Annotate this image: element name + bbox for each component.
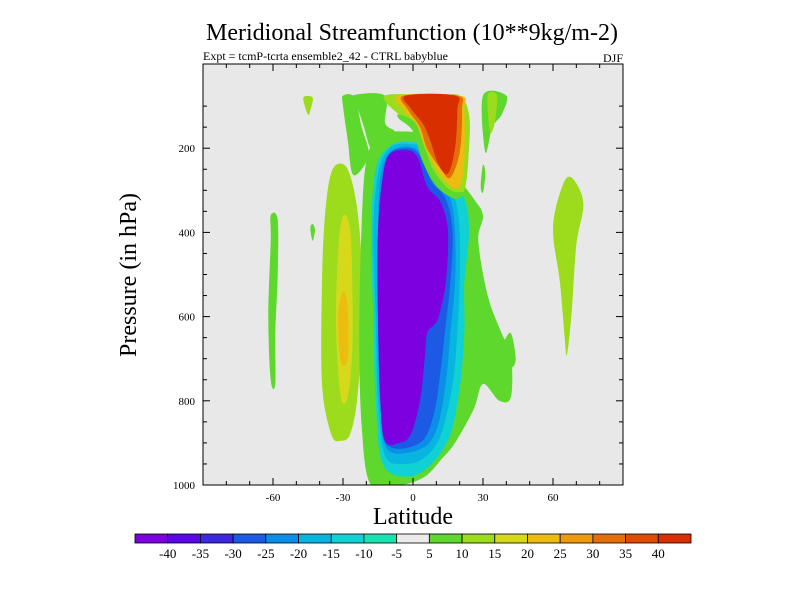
contour-region bbox=[377, 150, 449, 445]
x-axis-label: Latitude bbox=[373, 504, 453, 530]
colorbar-swatch bbox=[363, 533, 398, 544]
contour-region bbox=[338, 291, 349, 366]
y-tick-label: 400 bbox=[179, 227, 196, 239]
x-tick-labels: -60 -30 0 30 60 bbox=[266, 492, 559, 504]
colorbar-swatch bbox=[200, 533, 234, 544]
colorbar-swatch bbox=[167, 533, 201, 544]
contour-region bbox=[552, 176, 584, 356]
contour-fields bbox=[268, 90, 584, 485]
colorbar-label: 5 bbox=[426, 546, 433, 561]
chart-title: Meridional Streamfunction (10**9kg/m-2) bbox=[206, 20, 618, 46]
y-tick-label: 600 bbox=[179, 312, 196, 324]
colorbar-label: -15 bbox=[323, 546, 340, 561]
colorbar-label: 10 bbox=[456, 546, 469, 561]
colorbar-label: -10 bbox=[355, 546, 372, 561]
colorbar-swatch bbox=[134, 533, 169, 544]
colorbar-label: 35 bbox=[619, 546, 632, 561]
colorbar-swatch bbox=[461, 533, 496, 544]
chart-subtitle: Expt = tcmP-tcrta ensemble2_42 - CTRL ba… bbox=[203, 49, 448, 63]
contour-region bbox=[268, 212, 279, 390]
colorbar-label: -5 bbox=[391, 546, 402, 561]
x-tick-label: -30 bbox=[336, 492, 351, 504]
plot-area: -60 -30 0 30 60 200 400 600 800 1000 bbox=[173, 63, 624, 504]
y-tick-label: 1000 bbox=[173, 480, 196, 492]
colorbar-label: 25 bbox=[554, 546, 567, 561]
x-tick-label: -60 bbox=[266, 492, 281, 504]
axis-ticks bbox=[203, 64, 623, 486]
season-label: DJF bbox=[603, 51, 623, 65]
colorbar-swatch bbox=[494, 533, 528, 544]
contour-region bbox=[350, 93, 395, 149]
colorbar-label: 20 bbox=[521, 546, 534, 561]
colorbar-swatch bbox=[298, 533, 332, 544]
y-tick-labels: 200 400 600 800 1000 bbox=[173, 143, 196, 492]
contour-region bbox=[303, 95, 313, 116]
colorbar-label: -40 bbox=[159, 546, 176, 561]
contour-region bbox=[403, 93, 460, 175]
contour-region bbox=[310, 223, 315, 241]
x-tick-label: 30 bbox=[478, 492, 490, 504]
colorbar-swatch bbox=[625, 533, 659, 544]
colorbar-swatch bbox=[527, 533, 561, 544]
x-tick-label: 60 bbox=[548, 492, 560, 504]
y-axis-label: Pressure (in hPa) bbox=[116, 193, 142, 357]
colorbar-label: -35 bbox=[192, 546, 209, 561]
colorbar-label: 15 bbox=[488, 546, 501, 561]
colorbar-label: 30 bbox=[586, 546, 599, 561]
colorbar-label: -25 bbox=[257, 546, 274, 561]
contour-region bbox=[487, 91, 498, 133]
contour-region bbox=[501, 332, 516, 368]
y-tick-label: 800 bbox=[179, 396, 196, 408]
colorbar-swatch bbox=[657, 533, 692, 544]
colorbar-swatch bbox=[592, 533, 626, 544]
colorbar-swatch bbox=[559, 533, 594, 544]
colorbar-swatch bbox=[232, 533, 267, 544]
colorbar-swatch bbox=[428, 533, 463, 544]
colorbar-swatch bbox=[396, 533, 430, 544]
colorbar-swatch bbox=[265, 533, 299, 544]
contour-region bbox=[480, 164, 486, 193]
x-tick-label: 0 bbox=[410, 492, 416, 504]
y-tick-label: 200 bbox=[179, 143, 196, 155]
colorbar-swatch bbox=[330, 533, 365, 544]
colorbar: -40 -35 -30 -25 -20 -15 -10 -5 5 10 15 20 25 30 35 40 bbox=[134, 533, 692, 561]
colorbar-label: -30 bbox=[224, 546, 241, 561]
contour-region bbox=[341, 94, 369, 176]
colorbar-label: -20 bbox=[290, 546, 307, 561]
colorbar-label: 40 bbox=[652, 546, 665, 561]
